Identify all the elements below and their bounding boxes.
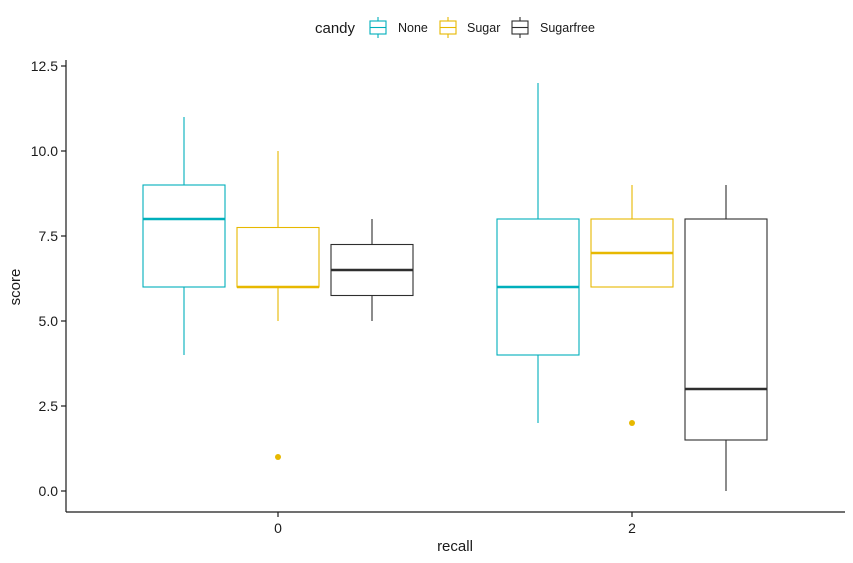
box-iqr xyxy=(142,184,226,288)
legend-label-none: None xyxy=(398,21,428,35)
x-tick-label: 0 xyxy=(274,520,282,536)
y-tick-label: 7.5 xyxy=(39,228,59,244)
y-tick-label: 0.0 xyxy=(39,483,59,499)
y-tick-label: 5.0 xyxy=(39,313,59,329)
box-none-recall-2 xyxy=(496,83,580,423)
box-iqr xyxy=(236,226,320,288)
y-axis-title: score xyxy=(7,269,24,306)
box-sugar-recall-0 xyxy=(236,151,320,460)
legend-title: candy xyxy=(315,20,356,37)
outlier-point xyxy=(629,420,635,426)
box-sugarfree-recall-2 xyxy=(684,185,768,491)
box-sugarfree-recall-0 xyxy=(330,219,414,321)
y-tick-label: 10.0 xyxy=(31,143,58,159)
legend-item-sugarfree: Sugarfree xyxy=(511,17,595,38)
y-tick-label: 12.5 xyxy=(31,58,58,74)
legend-label-sugarfree: Sugarfree xyxy=(540,21,595,35)
x-tick-label: 2 xyxy=(628,520,636,536)
box-sugar-recall-2 xyxy=(590,185,674,426)
legend-key-sugarfree xyxy=(511,17,529,38)
y-tick-label: 2.5 xyxy=(39,398,59,414)
outlier-point xyxy=(275,454,281,460)
legend-item-none: None xyxy=(369,17,428,38)
legend-key-none xyxy=(369,17,387,38)
legend-label-sugar: Sugar xyxy=(467,21,500,35)
box-none-recall-0 xyxy=(142,117,226,355)
box-iqr xyxy=(684,218,768,441)
legend-key-sugar xyxy=(439,17,457,38)
legend-item-sugar: Sugar xyxy=(439,17,500,38)
plot-area xyxy=(142,83,768,491)
legend: candy None Sugar xyxy=(315,17,595,38)
x-axis-title: recall xyxy=(437,538,473,555)
y-axis-ticks: 0.0 2.5 5.0 7.5 10.0 12.5 xyxy=(31,58,66,499)
